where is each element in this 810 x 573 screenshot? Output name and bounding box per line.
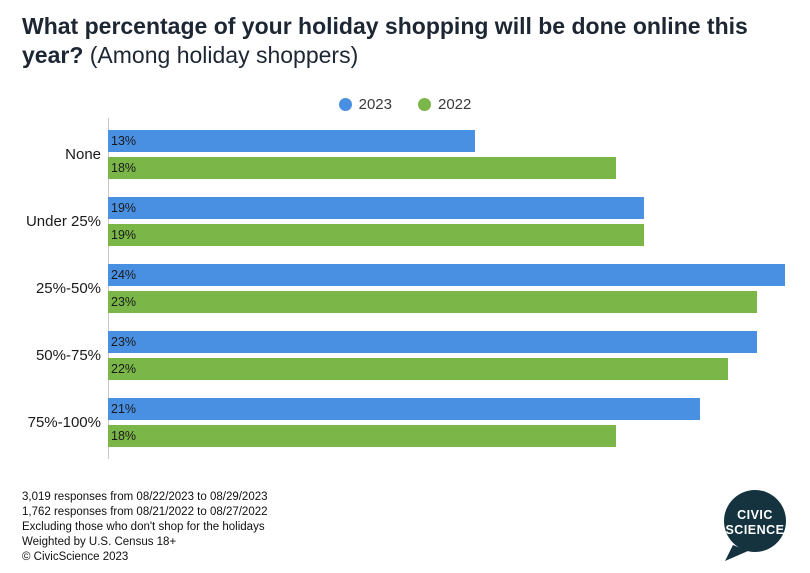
title-subtitle: (Among holiday shoppers) <box>83 42 359 68</box>
bar-2022: 22% <box>108 358 728 380</box>
bar-pair: 23% 22% <box>108 331 757 380</box>
bar-value-label: 19% <box>111 228 137 242</box>
bar-pair: 19% 19% <box>108 197 644 246</box>
legend-item-2022: 2022 <box>418 96 471 113</box>
bar-group: 25%-50% 24% 23% <box>22 264 785 313</box>
bar-value-label: 18% <box>111 161 137 175</box>
footer-line: 3,019 responses from 08/22/2023 to 08/29… <box>22 491 268 503</box>
category-label: 75%-100% <box>27 414 101 431</box>
bar-2022: 23% <box>108 291 757 313</box>
footer-line: 1,762 responses from 08/21/2022 to 08/27… <box>22 506 268 518</box>
bar-2023: 23% <box>108 331 757 353</box>
civicscience-logo: CIVIC SCIENCE <box>724 490 786 561</box>
bar-group: None 13% 18% <box>22 130 785 179</box>
footer-line: Excluding those who don't shop for the h… <box>22 521 265 533</box>
bar-pair: 24% 23% <box>108 264 785 313</box>
category-label: None <box>65 146 101 163</box>
bar-value-label: 19% <box>111 201 137 215</box>
bar-2023: 21% <box>108 398 700 420</box>
bar-groups: None 13% 18% Under 25% 19% 19% 25%-50% 24% 23% 50… <box>22 130 785 447</box>
category-label: 50%-75% <box>35 347 101 364</box>
logo-speech-tail <box>725 545 748 561</box>
footer-line: © CivicScience 2023 <box>22 551 129 563</box>
bar-value-label: 21% <box>111 402 137 416</box>
bar-2023: 24% <box>108 264 785 286</box>
y-axis-line <box>108 118 109 459</box>
bar-value-label: 23% <box>111 295 137 309</box>
bar-value-label: 18% <box>111 429 137 443</box>
page-title: What percentage of your holiday shopping… <box>22 12 788 70</box>
bar-2023: 13% <box>108 130 475 152</box>
bar-value-label: 24% <box>111 268 137 282</box>
bar-2022: 18% <box>108 157 616 179</box>
bar-2022: 19% <box>108 224 644 246</box>
legend-item-2023: 2023 <box>338 96 392 113</box>
logo-text-line2: SCIENCE <box>725 523 784 537</box>
category-label: Under 25% <box>25 213 101 230</box>
bar-value-label: 22% <box>111 362 137 376</box>
bar-pair: 13% 18% <box>108 130 616 179</box>
bar-group: Under 25% 19% 19% <box>22 197 785 246</box>
bar-group: 50%-75% 23% 22% <box>22 331 785 380</box>
logo-text-line1: CIVIC <box>737 508 773 522</box>
logo-circle <box>724 490 786 552</box>
bar-2022: 18% <box>108 425 616 447</box>
chart-legend: 2023 2022 <box>0 96 810 113</box>
bar-2023: 19% <box>108 197 644 219</box>
bar-group: 75%-100% 21% 18% <box>22 398 785 447</box>
title-main: What percentage of your holiday shopping… <box>22 13 748 68</box>
legend-label: 2022 <box>438 96 472 113</box>
footer-notes: 3,019 responses from 08/22/2023 to 08/29… <box>22 490 268 565</box>
legend-label: 2023 <box>358 96 392 113</box>
footer-line: Weighted by U.S. Census 18+ <box>22 536 177 548</box>
bar-pair: 21% 18% <box>108 398 700 447</box>
bar-value-label: 13% <box>111 134 137 148</box>
legend-dot-icon <box>418 98 431 111</box>
category-label: 25%-50% <box>35 280 101 297</box>
bar-value-label: 23% <box>111 335 137 349</box>
legend-dot-icon <box>338 98 352 111</box>
